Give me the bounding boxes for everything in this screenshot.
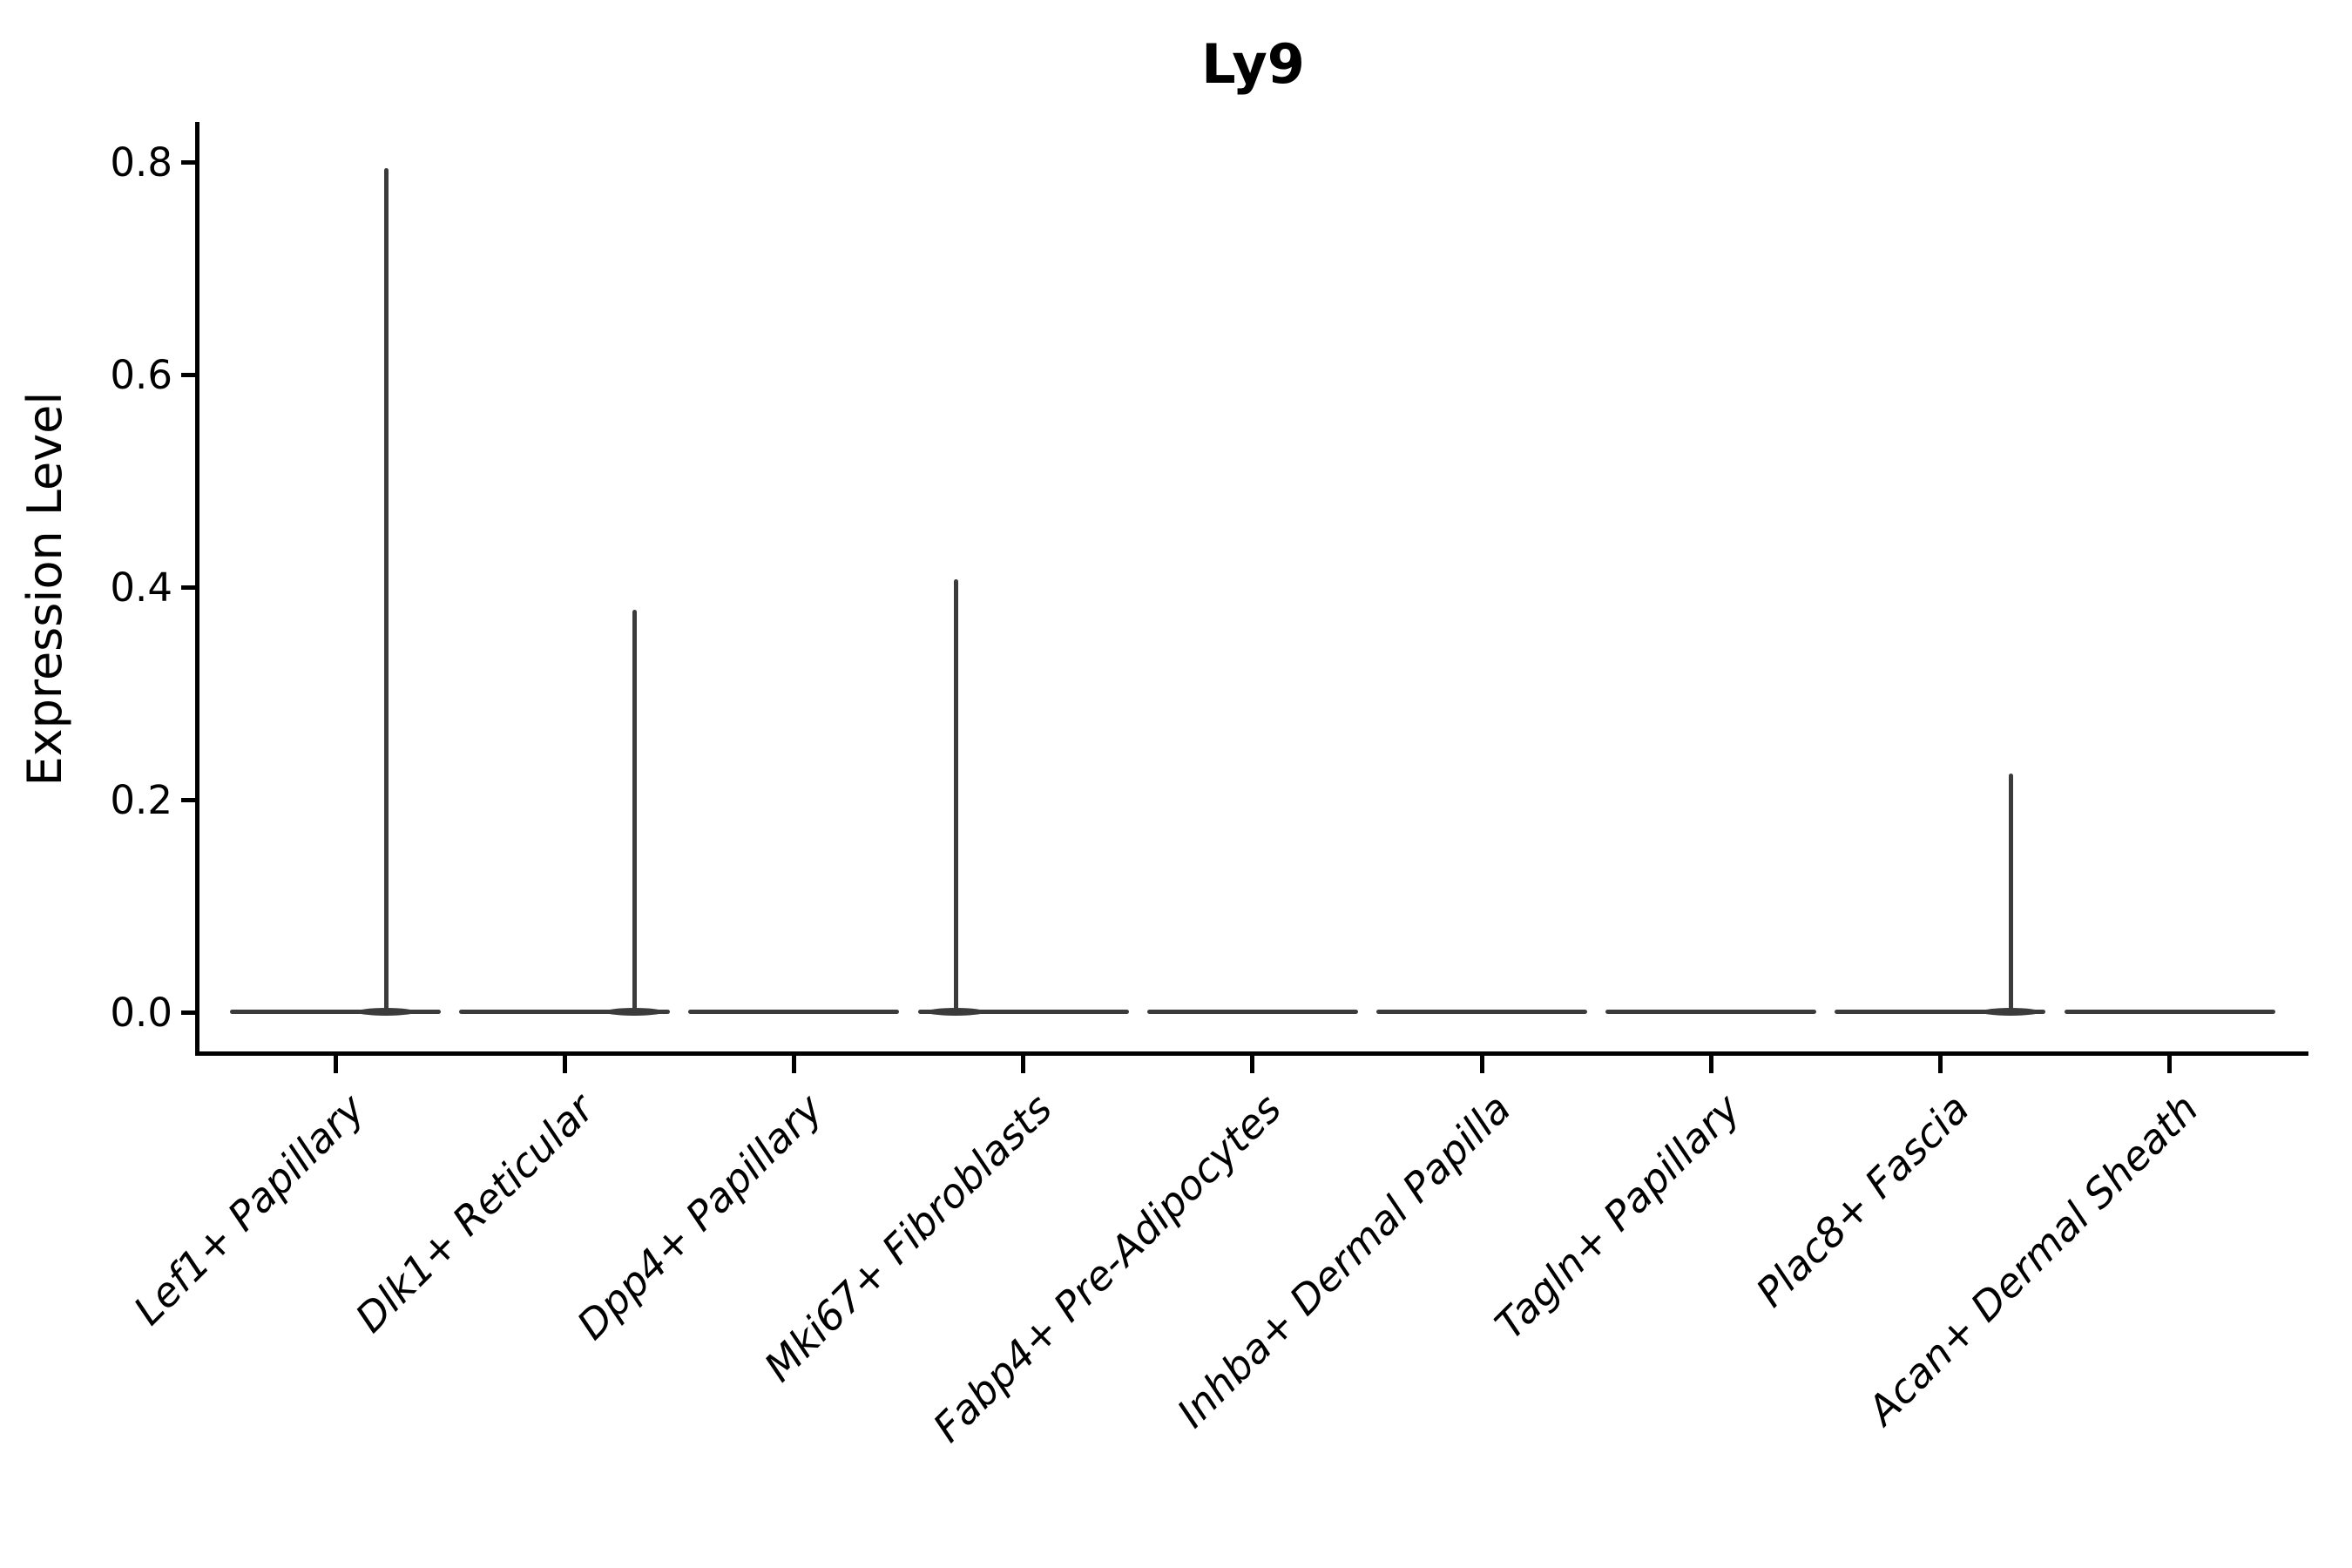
- x-tick: [562, 1056, 567, 1073]
- y-tick-label: 0.4: [110, 564, 172, 611]
- violin-base: [1376, 1010, 1587, 1014]
- x-tick-label: Tagln+ Papillary: [1485, 1085, 1749, 1348]
- violin-spike: [2008, 773, 2013, 1014]
- x-axis-spine: [195, 1051, 2308, 1056]
- y-tick-label: 0.6: [110, 352, 172, 399]
- violin-base: [1146, 1010, 1358, 1014]
- x-tick-label: Lef1+ Papillary: [124, 1085, 374, 1335]
- violin-base: [2064, 1010, 2275, 1014]
- x-tick: [791, 1056, 796, 1073]
- y-axis-spine: [195, 122, 199, 1056]
- x-tick: [1937, 1056, 1943, 1073]
- violin-spike: [953, 578, 958, 1014]
- violin-base: [459, 1010, 671, 1014]
- y-tick: [181, 373, 196, 378]
- y-tick: [181, 797, 196, 802]
- violin-spike: [632, 609, 637, 1014]
- violin-base: [230, 1010, 441, 1014]
- x-tick: [1021, 1056, 1026, 1073]
- x-tick-label: Dlk1+ Reticular: [346, 1085, 603, 1342]
- x-tick: [1250, 1056, 1255, 1073]
- x-tick: [333, 1056, 338, 1073]
- x-tick: [1479, 1056, 1484, 1073]
- chart-title: Ly9: [1201, 32, 1305, 96]
- y-tick-label: 0.8: [110, 139, 172, 186]
- y-tick: [181, 585, 196, 590]
- violin-spike: [383, 167, 389, 1014]
- y-tick-label: 0.2: [110, 776, 172, 823]
- x-tick-label: Plac8+ Fascia: [1747, 1085, 1978, 1316]
- violin-base: [917, 1010, 1129, 1014]
- violin-base: [688, 1010, 900, 1014]
- x-tick-label: Dpp4+ Papillary: [568, 1085, 832, 1348]
- y-tick: [181, 160, 196, 166]
- y-tick-label: 0.0: [110, 989, 172, 1036]
- x-tick: [2167, 1056, 2173, 1073]
- y-tick: [181, 1010, 196, 1015]
- violin-base: [1605, 1010, 1817, 1014]
- violin-base: [1835, 1010, 2046, 1014]
- x-tick: [1708, 1056, 1713, 1073]
